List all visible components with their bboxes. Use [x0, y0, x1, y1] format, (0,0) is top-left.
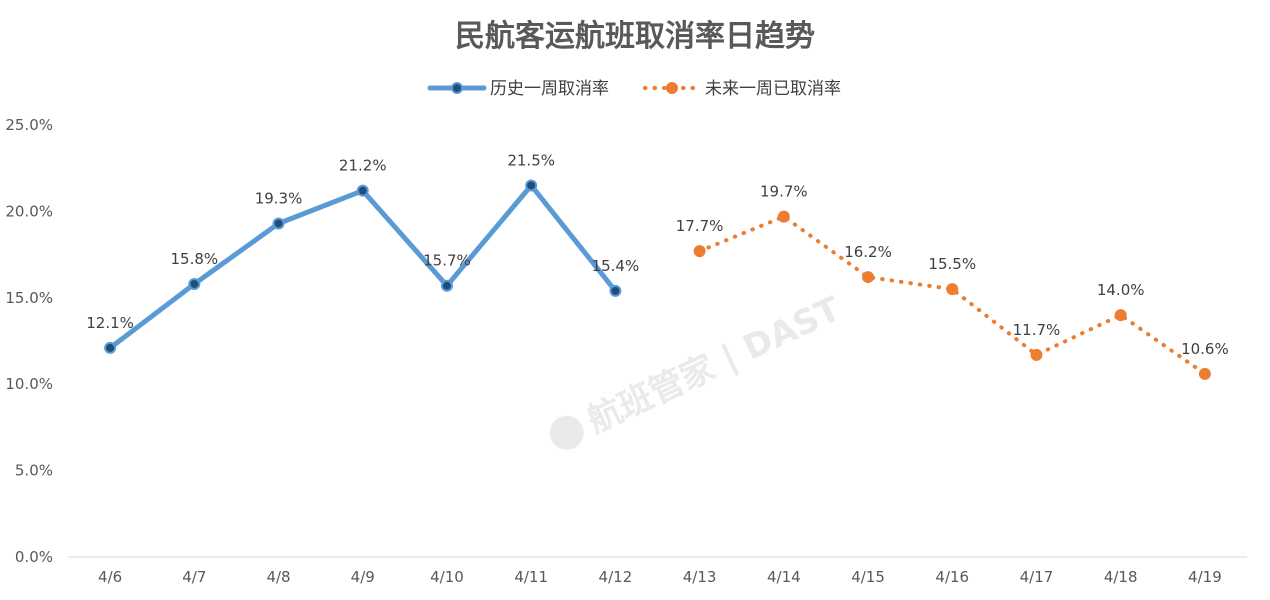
data-point — [104, 341, 117, 354]
data-label: 21.2% — [339, 157, 387, 175]
data-label: 15.4% — [592, 257, 640, 275]
data-label: 15.8% — [170, 250, 218, 268]
data-label: 11.7% — [1013, 321, 1061, 339]
data-point — [946, 283, 959, 296]
x-tick-label: 4/9 — [351, 568, 375, 586]
y-tick-label: 15.0% — [5, 289, 53, 307]
x-tick-label: 4/6 — [98, 568, 122, 586]
x-tick-label: 4/15 — [851, 568, 885, 586]
data-point — [693, 245, 706, 258]
data-label: 19.7% — [760, 183, 808, 201]
chart-title: 民航客运航班取消率日趋势 — [455, 19, 815, 54]
series-1: 12.1% 15.8% 19.3% 21.2% 15.7% 21.5% 15.4% — [86, 151, 640, 354]
data-point — [356, 184, 369, 197]
x-tick-label: 4/14 — [767, 568, 801, 586]
y-tick-label: 25.0% — [5, 116, 53, 134]
x-tick-label: 4/18 — [1104, 568, 1138, 586]
data-label: 15.7% — [423, 252, 471, 270]
legend: 历史一周取消率 未来一周已取消率 — [427, 79, 841, 99]
data-point — [777, 210, 790, 223]
data-label: 19.3% — [255, 189, 303, 207]
data-label: 12.1% — [86, 314, 134, 332]
data-label: 16.2% — [844, 243, 892, 261]
data-label: 14.0% — [1097, 281, 1145, 299]
data-point — [862, 271, 875, 284]
y-tick-label: 20.0% — [5, 202, 53, 220]
y-tick-label: 10.0% — [5, 375, 53, 393]
y-tick-label: 5.0% — [15, 462, 53, 480]
series-2: 17.7% 19.7% 16.2% 15.5% 11.7% 14.0% 10.6% — [676, 183, 1229, 380]
y-tick-label: 0.0% — [15, 548, 53, 566]
data-point — [609, 284, 622, 297]
x-tick-label: 4/12 — [599, 568, 633, 586]
data-label: 17.7% — [676, 217, 724, 235]
x-tick-label: 4/7 — [182, 568, 206, 586]
x-tick-label: 4/11 — [514, 568, 548, 586]
data-point — [440, 279, 453, 292]
x-tick-label: 4/19 — [1188, 568, 1222, 586]
x-tick-label: 4/16 — [935, 568, 969, 586]
legend-marker — [666, 82, 678, 94]
legend-item: 未来一周已取消率 — [643, 79, 841, 99]
x-tick-label: 4/10 — [430, 568, 464, 586]
x-tick-label: 4/13 — [683, 568, 717, 586]
data-label: 21.5% — [507, 151, 555, 169]
legend-label: 未来一周已取消率 — [705, 79, 841, 99]
data-point — [1114, 309, 1127, 322]
series-layer: 12.1% 15.8% 19.3% 21.2% 15.7% 21.5% 15.4% 17.7%… — [86, 151, 1229, 380]
legend-item: 历史一周取消率 — [427, 79, 609, 99]
y-axis: 0.0% 5.0% 10.0% 15.0% 20.0% 25.0% — [5, 116, 53, 566]
data-label: 15.5% — [928, 255, 976, 273]
legend-label: 历史一周取消率 — [490, 79, 609, 99]
watermark: 航班管家 | DAST — [549, 289, 848, 450]
x-tick-label: 4/17 — [1020, 568, 1054, 586]
data-point — [1198, 367, 1211, 380]
data-point — [525, 179, 538, 192]
data-point — [272, 217, 285, 230]
data-point — [1030, 348, 1043, 361]
data-label: 10.6% — [1181, 340, 1229, 358]
watermark-text: 航班管家 | DAST — [581, 289, 847, 442]
data-point — [188, 277, 201, 290]
x-axis: 4/6 4/7 4/8 4/9 4/10 4/11 4/12 4/13 4/14 4/15 4/16… — [68, 556, 1247, 586]
legend-marker — [451, 82, 463, 94]
x-tick-label: 4/8 — [266, 568, 290, 586]
watermark-logo-icon — [549, 415, 584, 450]
